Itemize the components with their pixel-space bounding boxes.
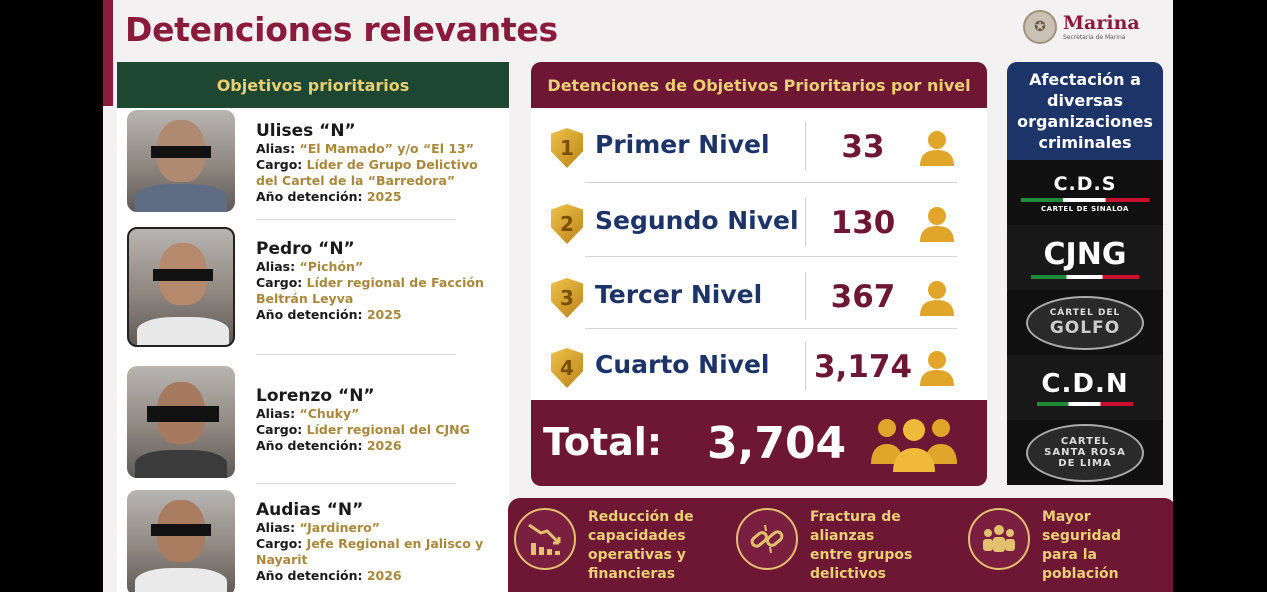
- person-alias: Alias: “Pichón”: [256, 259, 364, 274]
- level-label: Primer Nivel: [595, 130, 770, 159]
- person-alias: Alias: “Chuky”: [256, 406, 360, 421]
- person-alias: Alias: “El Mamado” y/o “El 13”: [256, 141, 474, 156]
- person-photo: [127, 490, 235, 592]
- benefit-text: Fractura de alianzas entre grupos delict…: [810, 509, 913, 582]
- person-cargo: Cargo: Líder regional del CJNG: [256, 422, 470, 437]
- orgs-panel: Afectación a diversas organizaciones cri…: [1007, 62, 1163, 486]
- divider: [256, 354, 456, 355]
- decline-chart-icon: [514, 508, 576, 570]
- divider: [256, 219, 456, 220]
- censor-bar: [153, 269, 213, 281]
- total-value: 3,704: [707, 418, 847, 469]
- person-name: Ulises “N”: [256, 121, 356, 141]
- person-icon: [920, 131, 954, 166]
- org-golfo-logo: CÁRTEL DEL GOLFO: [1007, 290, 1163, 355]
- level-count: 3,174: [813, 349, 913, 385]
- org-santa-rosa-logo: CARTEL SANTA ROSA DE LIMA: [1007, 420, 1163, 485]
- level-row-1: 1 Primer Nivel 33: [531, 118, 987, 176]
- level-row-3: 3 Tercer Nivel 367: [531, 268, 987, 326]
- levels-header: Detenciones de Objetivos Prioritarios po…: [531, 62, 987, 108]
- censor-bar: [147, 406, 219, 422]
- objectives-panel: Objetivos prioritarios Ulises “N” Alias:…: [117, 62, 509, 592]
- benefits-banner: Reducción de capacidades operativas y fi…: [508, 498, 1173, 592]
- marina-logo: ✪ Marina Secretaría de Marina: [1023, 10, 1140, 44]
- divider: [256, 483, 456, 484]
- person-icon: [920, 351, 954, 386]
- level-label: Tercer Nivel: [595, 280, 763, 309]
- person-photo: [127, 366, 235, 478]
- censor-bar: [151, 524, 211, 536]
- person-name: Audias “N”: [256, 500, 364, 520]
- total-label: Total:: [543, 420, 663, 464]
- level-label: Cuarto Nivel: [595, 350, 770, 379]
- accent-bar: [103, 0, 113, 106]
- person-photo: [127, 227, 235, 347]
- levels-panel: Detenciones de Objetivos Prioritarios po…: [531, 62, 987, 486]
- level-count: 367: [830, 279, 896, 315]
- person-photo: [127, 110, 235, 212]
- total-bar: Total: 3,704: [531, 400, 987, 486]
- people-group-icon: [968, 508, 1030, 570]
- person-cargo: Cargo: Líder de Grupo Delictivo del Cart…: [256, 157, 478, 188]
- level-row-4: 4 Cuarto Nivel 3,174: [531, 338, 987, 396]
- benefit-text: Reducción de capacidades operativas y fi…: [588, 509, 694, 582]
- shield-2-icon: 2: [551, 204, 583, 244]
- org-cdn-logo: C.D.N: [1007, 355, 1163, 420]
- person-alias: Alias: “Jardinero”: [256, 520, 380, 535]
- censor-bar: [151, 146, 211, 158]
- person-cargo: Cargo: Líder regional de Facción Beltrán…: [256, 275, 484, 306]
- benefit-text: Mayor seguridad para la población: [1042, 509, 1122, 582]
- objectives-header: Objetivos prioritarios: [117, 62, 509, 108]
- logo-subtitle: Secretaría de Marina: [1063, 33, 1126, 41]
- person-year: Año detención: 2025: [256, 307, 402, 322]
- broken-link-icon: [736, 508, 798, 570]
- slide: Detenciones relevantes ✪ Marina Secretar…: [103, 0, 1173, 592]
- person-cargo: Cargo: Jefe Regional en Jalisco y Nayari…: [256, 536, 484, 567]
- orgs-header: Afectación a diversas organizaciones cri…: [1007, 62, 1163, 160]
- seal-icon: ✪: [1023, 10, 1057, 44]
- person-year: Año detención: 2025: [256, 189, 402, 204]
- person-name: Pedro “N”: [256, 239, 355, 259]
- org-cds-logo: C.D.S CARTEL DE SINALOA: [1007, 160, 1163, 225]
- person-year: Año detención: 2026: [256, 438, 402, 453]
- shield-1-icon: 1: [551, 128, 583, 168]
- shield-3-icon: 3: [551, 278, 583, 318]
- level-row-2: 2 Segundo Nivel 130: [531, 194, 987, 252]
- level-count: 33: [841, 129, 885, 165]
- level-count: 130: [830, 205, 896, 241]
- person-icon: [920, 207, 954, 242]
- person-name: Lorenzo “N”: [256, 386, 375, 406]
- person-icon: [920, 281, 954, 316]
- page-title: Detenciones relevantes: [125, 10, 558, 49]
- people-group-icon: [871, 419, 957, 472]
- shield-4-icon: 4: [551, 348, 583, 388]
- level-label: Segundo Nivel: [595, 206, 799, 235]
- person-year: Año detención: 2026: [256, 568, 402, 583]
- org-cjng-logo: CJNG: [1007, 225, 1163, 290]
- logo-name: Marina: [1063, 11, 1140, 34]
